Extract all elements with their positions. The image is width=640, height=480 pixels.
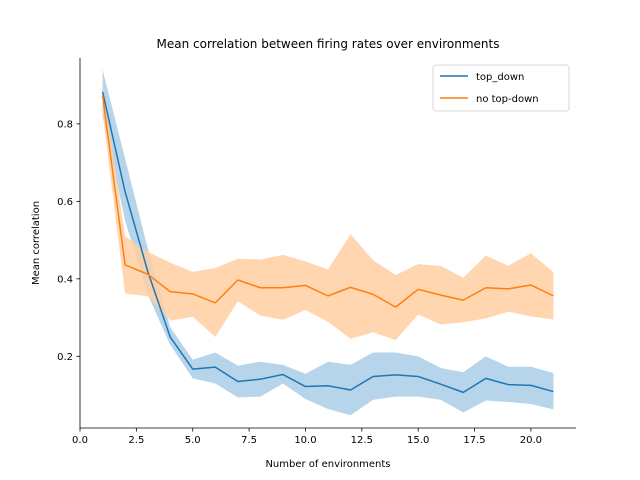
- y-tick-label: 0.8: [57, 119, 73, 130]
- chart-title: Mean correlation between firing rates ov…: [157, 37, 500, 51]
- y-tick-label: 0.4: [57, 274, 73, 285]
- y-tick-label: 0.2: [57, 352, 73, 363]
- x-tick-label: 12.5: [351, 435, 373, 446]
- x-tick-label: 7.5: [241, 435, 257, 446]
- legend-label-no-top-down: no top-down: [476, 94, 539, 105]
- line-no-top-down: [101, 95, 554, 308]
- x-tick-label: 17.5: [463, 435, 485, 446]
- line-top-down: [101, 91, 554, 394]
- legend: top_down no top-down: [432, 64, 570, 112]
- plot-area: [101, 69, 554, 416]
- legend-label-top-down: top_down: [476, 72, 524, 83]
- confidence-bands: [102, 69, 554, 416]
- x-tick-label: 2.5: [128, 435, 144, 446]
- x-ticks: 0.0 2.5 5.0 7.5 10.0 12.5 15.0 17.5 20.0: [72, 428, 542, 446]
- axes: 0.0 2.5 5.0 7.5 10.0 12.5 15.0 17.5 20.0 0.20.40…: [57, 58, 576, 446]
- y-tick-label: 0.6: [57, 197, 73, 208]
- band-top-down: [102, 69, 554, 416]
- series-lines: [101, 91, 554, 394]
- x-tick-label: 20.0: [520, 435, 542, 446]
- x-tick-label: 15.0: [407, 435, 429, 446]
- x-tick-label: 10.0: [294, 435, 316, 446]
- x-tick-label: 0.0: [72, 435, 88, 446]
- x-axis-label: Number of environments: [265, 459, 390, 470]
- y-axis-label: Mean correlation: [31, 201, 42, 285]
- band-no-top-down: [102, 83, 554, 341]
- y-ticks: 0.2 0.4 0.6 0.8: [57, 119, 80, 363]
- x-tick-label: 5.0: [185, 435, 201, 446]
